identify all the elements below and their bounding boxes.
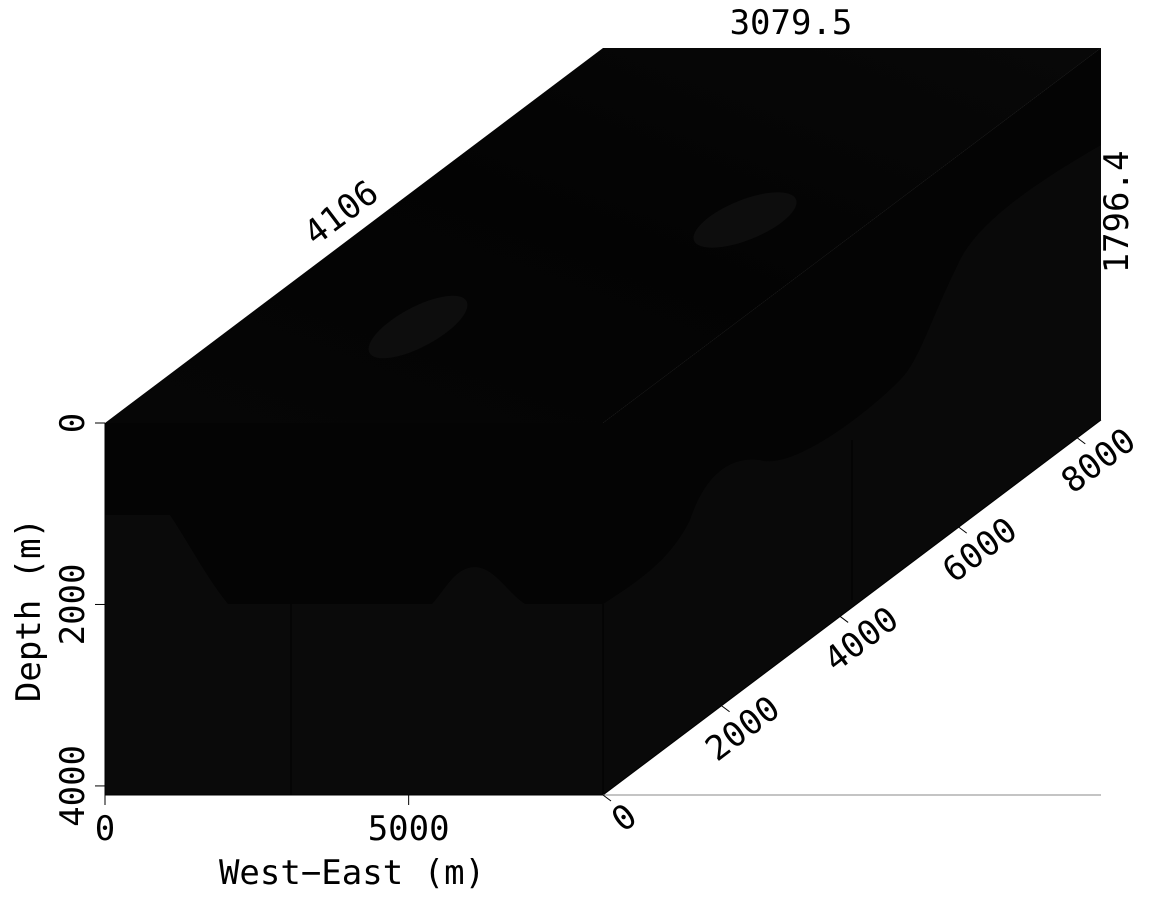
y-tick	[839, 616, 849, 623]
depth-axis-title: Depth (m)	[9, 518, 49, 702]
cube-faces	[105, 48, 1101, 795]
front-shallow-layer	[105, 423, 603, 604]
slice-position-y: 3079.5	[730, 3, 853, 43]
top-patch	[368, 295, 468, 359]
depth-tick-label: 2000	[53, 564, 93, 646]
y-tick	[1076, 437, 1086, 445]
top-patch	[693, 192, 797, 248]
y-tick	[721, 705, 730, 713]
depth-tick-label: 0	[53, 413, 93, 433]
y-tick	[602, 794, 612, 802]
axes	[104, 419, 1102, 796]
side-shallow-layer	[603, 48, 1101, 604]
y-tick	[958, 526, 968, 534]
x-axis-title: West−East (m)	[219, 853, 485, 893]
x-tick-label: 0	[95, 809, 115, 849]
top-face	[105, 48, 1101, 423]
x-tick-label: 5000	[368, 809, 450, 849]
depth-tick-label: 4000	[53, 745, 93, 827]
y-tick-label: 0	[604, 796, 644, 840]
ticks	[95, 422, 1086, 805]
slice-position-depth: 1796.4	[1097, 151, 1137, 274]
y-axis-line	[602, 419, 1102, 796]
